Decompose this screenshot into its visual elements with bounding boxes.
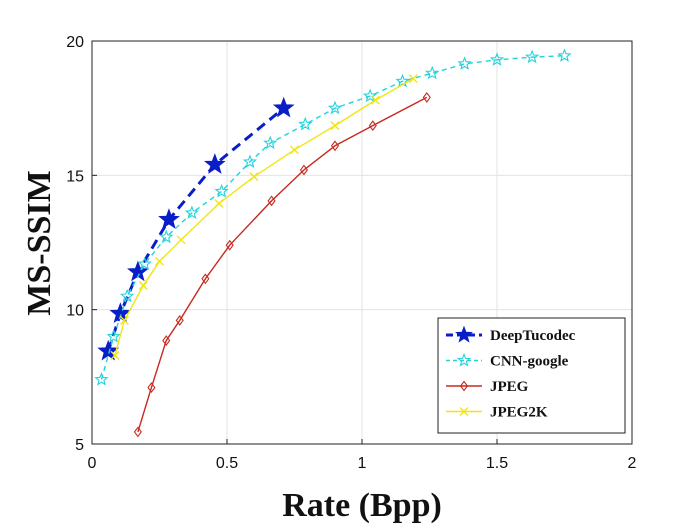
legend-item: JPEG xyxy=(446,379,529,395)
x-tick-label: 0.5 xyxy=(216,455,238,472)
legend-box xyxy=(437,317,626,434)
y-tick-label: 5 xyxy=(75,437,84,454)
data-point xyxy=(330,121,340,131)
legend-item: DeepTucodec xyxy=(446,325,576,344)
data-point xyxy=(214,199,224,209)
data-point xyxy=(162,335,171,346)
data-point xyxy=(175,314,184,326)
x-tick-label: 1 xyxy=(358,455,367,472)
data-point xyxy=(368,120,377,132)
data-point xyxy=(422,92,431,103)
legend-label: DeepTucodec xyxy=(490,328,576,344)
data-point xyxy=(119,315,129,325)
data-point xyxy=(110,350,120,360)
data-point xyxy=(371,95,380,105)
data-point xyxy=(330,140,340,152)
data-point xyxy=(106,329,121,343)
legend-item: CNN-google xyxy=(446,352,569,370)
legend-label: JPEG xyxy=(490,379,529,395)
x-tick-label: 1.5 xyxy=(486,455,508,472)
data-point xyxy=(159,229,174,244)
data-point xyxy=(242,154,258,168)
data-point xyxy=(109,302,132,323)
legend-marker xyxy=(456,352,472,367)
data-point xyxy=(299,164,309,176)
data-point xyxy=(147,382,156,393)
series-layer xyxy=(94,48,572,438)
data-point xyxy=(184,205,200,220)
data-point xyxy=(158,208,180,229)
legend: DeepTucodec CNN-google JPEG JPEG2K xyxy=(437,317,626,434)
legend-item: JPEG2K xyxy=(446,405,548,421)
data-point xyxy=(524,49,540,64)
legend-marker xyxy=(459,380,469,392)
data-point xyxy=(203,153,226,174)
axes xyxy=(91,40,633,445)
y-tick-label: 10 xyxy=(66,303,84,320)
legend-marker xyxy=(459,407,469,416)
data-point xyxy=(201,273,210,285)
series-jpeg2k xyxy=(110,74,418,360)
data-point xyxy=(272,96,295,118)
data-point xyxy=(155,256,164,266)
data-point xyxy=(557,48,572,62)
data-point xyxy=(395,73,410,88)
data-point xyxy=(119,288,135,303)
data-point xyxy=(214,183,229,198)
y-tick-label: 20 xyxy=(66,34,84,51)
data-point xyxy=(263,135,278,150)
series-deeptucodec xyxy=(97,96,295,361)
data-point xyxy=(290,145,299,155)
data-point xyxy=(249,172,259,182)
data-point xyxy=(176,235,186,245)
x-axis-title: Rate (Bpp) xyxy=(282,487,442,524)
data-point xyxy=(138,280,148,290)
data-point xyxy=(94,372,109,386)
data-point xyxy=(425,65,440,80)
data-point xyxy=(267,195,276,207)
series-jpeg xyxy=(133,92,431,438)
legend-label: CNN-google xyxy=(490,354,569,370)
data-point xyxy=(133,426,142,438)
legend-marker xyxy=(455,325,473,343)
data-point xyxy=(362,88,378,103)
data-point xyxy=(489,52,505,66)
series-cnn-google xyxy=(94,48,572,386)
data-point xyxy=(225,239,234,251)
tick-labels: 0 0.5 1 1.5 2 5 10 15 20 xyxy=(66,34,636,472)
data-point xyxy=(137,256,152,271)
series-line xyxy=(137,96,428,433)
series-line xyxy=(106,107,285,352)
x-tick-label: 0 xyxy=(88,455,97,472)
legend-label: JPEG2K xyxy=(490,405,548,421)
data-point xyxy=(408,74,418,84)
x-tick-label: 2 xyxy=(628,455,637,472)
series-line xyxy=(100,55,565,380)
data-point xyxy=(457,56,472,70)
y-tick-label: 15 xyxy=(66,168,84,185)
data-point xyxy=(298,116,313,131)
y-axis-title: MS-SSIM xyxy=(21,170,58,315)
data-point xyxy=(97,339,120,361)
data-point xyxy=(327,100,343,115)
